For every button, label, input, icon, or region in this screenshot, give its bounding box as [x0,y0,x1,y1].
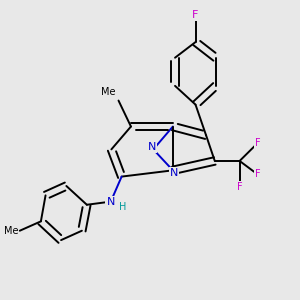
Text: F: F [255,169,260,179]
Text: N: N [170,168,178,178]
Text: H: H [119,202,126,212]
Text: Me: Me [4,226,18,236]
Text: F: F [192,10,199,20]
Text: Me: Me [101,87,116,98]
Text: N: N [148,142,156,152]
Text: F: F [237,182,242,192]
Text: N: N [106,196,115,207]
Text: F: F [255,138,260,148]
